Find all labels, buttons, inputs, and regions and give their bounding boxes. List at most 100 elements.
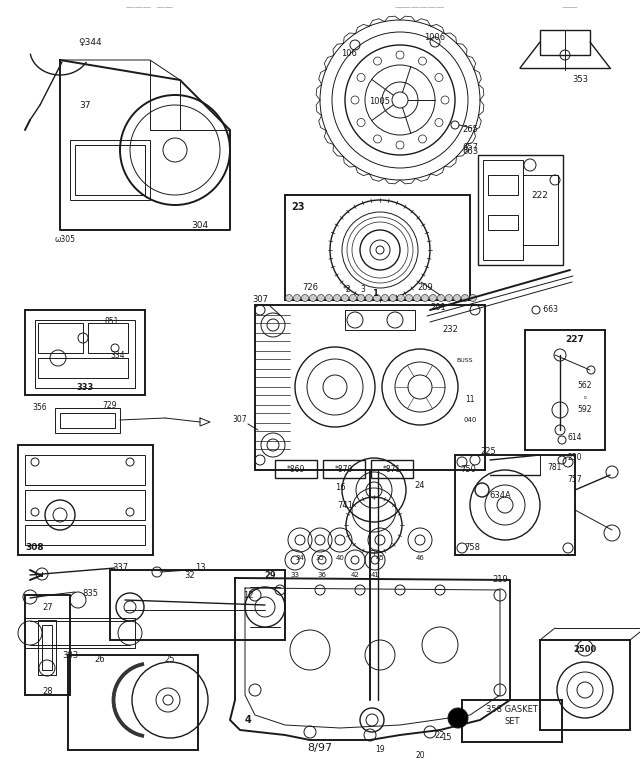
Text: 750: 750 xyxy=(460,466,476,475)
Text: 614: 614 xyxy=(568,434,582,442)
Circle shape xyxy=(461,295,468,301)
Bar xyxy=(488,215,518,230)
Text: ———  ——: ——— —— xyxy=(127,4,173,12)
Bar xyxy=(25,490,145,520)
Circle shape xyxy=(454,295,461,301)
Bar xyxy=(42,625,52,670)
Circle shape xyxy=(365,295,372,301)
Text: 307: 307 xyxy=(252,295,268,304)
Text: 34: 34 xyxy=(296,555,305,561)
Text: 37: 37 xyxy=(79,100,91,110)
Text: 307: 307 xyxy=(233,416,247,425)
Text: 27: 27 xyxy=(43,603,53,613)
Text: *871: *871 xyxy=(383,464,401,473)
Bar xyxy=(488,175,518,195)
Circle shape xyxy=(448,708,468,728)
Text: 222: 222 xyxy=(532,190,548,199)
Bar xyxy=(25,618,135,648)
Bar xyxy=(323,460,365,478)
Text: 634A: 634A xyxy=(489,492,511,501)
Bar xyxy=(38,620,56,675)
Text: ·663: ·663 xyxy=(541,305,559,314)
Bar xyxy=(275,460,317,478)
Text: 356: 356 xyxy=(33,403,47,412)
Text: ——————: —————— xyxy=(395,4,445,12)
Text: 304: 304 xyxy=(191,221,209,230)
Bar xyxy=(540,30,590,55)
Text: 219: 219 xyxy=(492,575,508,584)
Text: 225: 225 xyxy=(480,447,496,457)
Text: 562: 562 xyxy=(578,380,592,390)
Bar xyxy=(60,413,115,428)
Text: ω305: ω305 xyxy=(54,235,76,244)
Circle shape xyxy=(438,295,445,301)
Text: ——: —— xyxy=(562,4,579,12)
Text: 308: 308 xyxy=(26,543,44,552)
Text: ♀344: ♀344 xyxy=(78,37,102,46)
Circle shape xyxy=(390,295,397,301)
Bar xyxy=(35,320,135,388)
Text: 4: 4 xyxy=(244,715,252,725)
Text: 13: 13 xyxy=(195,563,205,572)
Bar xyxy=(345,310,415,330)
Text: 20: 20 xyxy=(415,750,425,759)
Circle shape xyxy=(470,295,477,301)
Bar xyxy=(25,525,145,545)
Text: 592: 592 xyxy=(578,406,592,415)
Bar xyxy=(75,145,145,195)
Text: 41: 41 xyxy=(371,572,380,578)
Bar xyxy=(25,310,145,395)
Circle shape xyxy=(294,295,301,301)
Text: 15: 15 xyxy=(441,733,451,741)
Text: 25: 25 xyxy=(164,655,175,664)
Bar xyxy=(70,140,150,200)
Text: 337: 337 xyxy=(112,563,128,572)
Bar xyxy=(25,595,70,695)
Text: 781: 781 xyxy=(548,463,562,473)
Circle shape xyxy=(422,295,429,301)
Text: 23: 23 xyxy=(291,202,305,212)
Bar xyxy=(478,155,563,265)
Bar xyxy=(371,460,413,478)
Text: 209: 209 xyxy=(417,284,433,292)
Text: 36: 36 xyxy=(317,572,326,578)
Text: 22: 22 xyxy=(435,731,445,740)
Text: BUSS: BUSS xyxy=(457,358,473,362)
Text: 3: 3 xyxy=(360,285,365,295)
Text: 24: 24 xyxy=(415,480,425,489)
Bar xyxy=(68,655,198,750)
Bar xyxy=(38,358,128,378)
Circle shape xyxy=(429,295,436,301)
Text: 2500: 2500 xyxy=(573,645,596,654)
Text: 40: 40 xyxy=(335,555,344,561)
Bar xyxy=(25,455,145,485)
Text: 334: 334 xyxy=(111,351,125,359)
Text: *870: *870 xyxy=(335,464,353,473)
Text: 19: 19 xyxy=(375,746,385,754)
Circle shape xyxy=(317,295,324,301)
Text: 657: 657 xyxy=(462,144,478,152)
Bar xyxy=(88,323,128,353)
Text: 265: 265 xyxy=(462,126,478,135)
Text: 729: 729 xyxy=(103,400,117,409)
Text: 35: 35 xyxy=(316,555,324,561)
Text: 106: 106 xyxy=(341,49,357,58)
Circle shape xyxy=(358,295,365,301)
Circle shape xyxy=(301,295,308,301)
Circle shape xyxy=(381,295,388,301)
Circle shape xyxy=(374,295,381,301)
Text: 741: 741 xyxy=(337,501,353,510)
Circle shape xyxy=(326,295,333,301)
Text: *869: *869 xyxy=(287,464,305,473)
Bar xyxy=(285,195,470,300)
Bar xyxy=(540,640,630,730)
Bar xyxy=(523,175,558,245)
Bar xyxy=(55,408,120,433)
Text: 353: 353 xyxy=(572,75,588,84)
Text: 227: 227 xyxy=(566,336,584,345)
Bar xyxy=(38,323,83,353)
Circle shape xyxy=(333,295,340,301)
Text: 1006: 1006 xyxy=(424,33,445,43)
Text: 16: 16 xyxy=(335,483,346,492)
Text: 1005: 1005 xyxy=(369,97,390,107)
